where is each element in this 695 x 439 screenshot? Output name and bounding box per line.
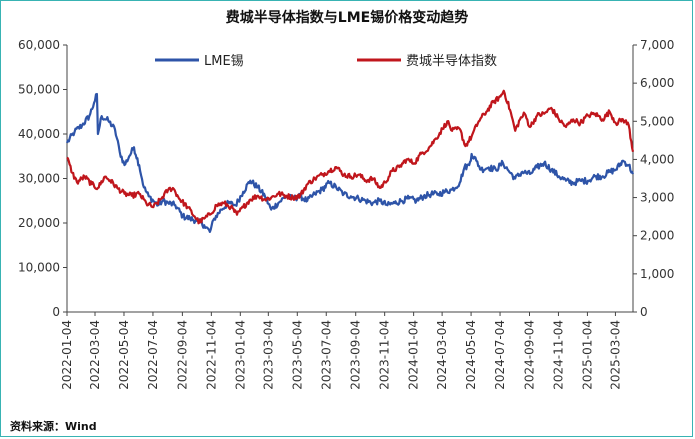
x-axis-tick-label: 2024-05-04	[464, 320, 478, 390]
axes: 0 10,000 20,000 30,000 40,000 50,000 60,000 0 1,…	[18, 38, 674, 390]
left-axis-tick-label: 20,000	[18, 216, 60, 230]
right-axis-tick-label: 6,000	[640, 76, 674, 90]
x-axis-tick-label: 2024-07-04	[493, 320, 507, 390]
x-axis-tick-label: 2023-03-04	[261, 320, 275, 390]
left-axis-tick-label: 50,000	[18, 83, 60, 97]
x-axis-tick-label: 2024-11-04	[551, 320, 565, 390]
x-axis-tick-label: 2022-07-04	[146, 320, 160, 390]
x-axis-tick-label: 2024-01-04	[407, 320, 421, 390]
x-axis-tick-label: 2022-01-04	[60, 320, 74, 390]
right-axis-tick-label: 0	[640, 305, 648, 319]
left-axis-tick-label: 40,000	[18, 127, 60, 141]
series-layer	[65, 89, 635, 233]
right-axis-tick-label: 4,000	[640, 152, 674, 166]
source-note: 资料来源：Wind	[10, 419, 97, 433]
left-axis-tick-label: 30,000	[18, 172, 60, 186]
x-axis-tick-label: 2022-11-04	[204, 320, 218, 390]
x-axis-tick-label: 2023-05-04	[290, 320, 304, 390]
x-axis-tick-label: 2023-11-04	[378, 320, 392, 390]
chart-title: 费城半导体指数与LME锡价格变动趋势	[226, 9, 468, 26]
x-axis-tick-label: 2022-09-04	[175, 320, 189, 390]
x-axis-tick-label: 2023-07-04	[319, 320, 333, 390]
right-axis-tick-label: 7,000	[640, 38, 674, 52]
left-axis-tick-label: 60,000	[18, 38, 60, 52]
legend: LME锡 费城半导体指数	[155, 54, 497, 69]
legend-label-lme-tin: LME锡	[204, 54, 244, 69]
x-axis-tick-label: 2025-03-04	[608, 320, 622, 390]
x-axis-tick-label: 2023-01-04	[233, 320, 247, 390]
right-axis-tick-label: 5,000	[640, 114, 674, 128]
left-axis-tick-label: 0	[52, 305, 60, 319]
series-line-lme-tin	[65, 92, 635, 233]
left-axis-tick-label: 10,000	[18, 261, 60, 275]
right-axis-tick-label: 2,000	[640, 229, 674, 243]
x-axis-tick-label: 2025-01-04	[580, 320, 594, 390]
x-axis-tick-label: 2022-05-04	[117, 320, 131, 390]
x-axis-tick-label: 2023-09-04	[349, 320, 363, 390]
series-line-sox	[66, 89, 635, 225]
right-axis-tick-label: 1,000	[640, 267, 674, 281]
right-axis-tick-label: 3,000	[640, 191, 674, 205]
legend-label-sox: 费城半导体指数	[406, 54, 497, 69]
x-axis-tick-label: 2022-03-04	[88, 320, 102, 390]
x-axis-tick-label: 2024-03-04	[435, 320, 449, 390]
x-axis-tick-label: 2024-09-04	[522, 320, 536, 390]
